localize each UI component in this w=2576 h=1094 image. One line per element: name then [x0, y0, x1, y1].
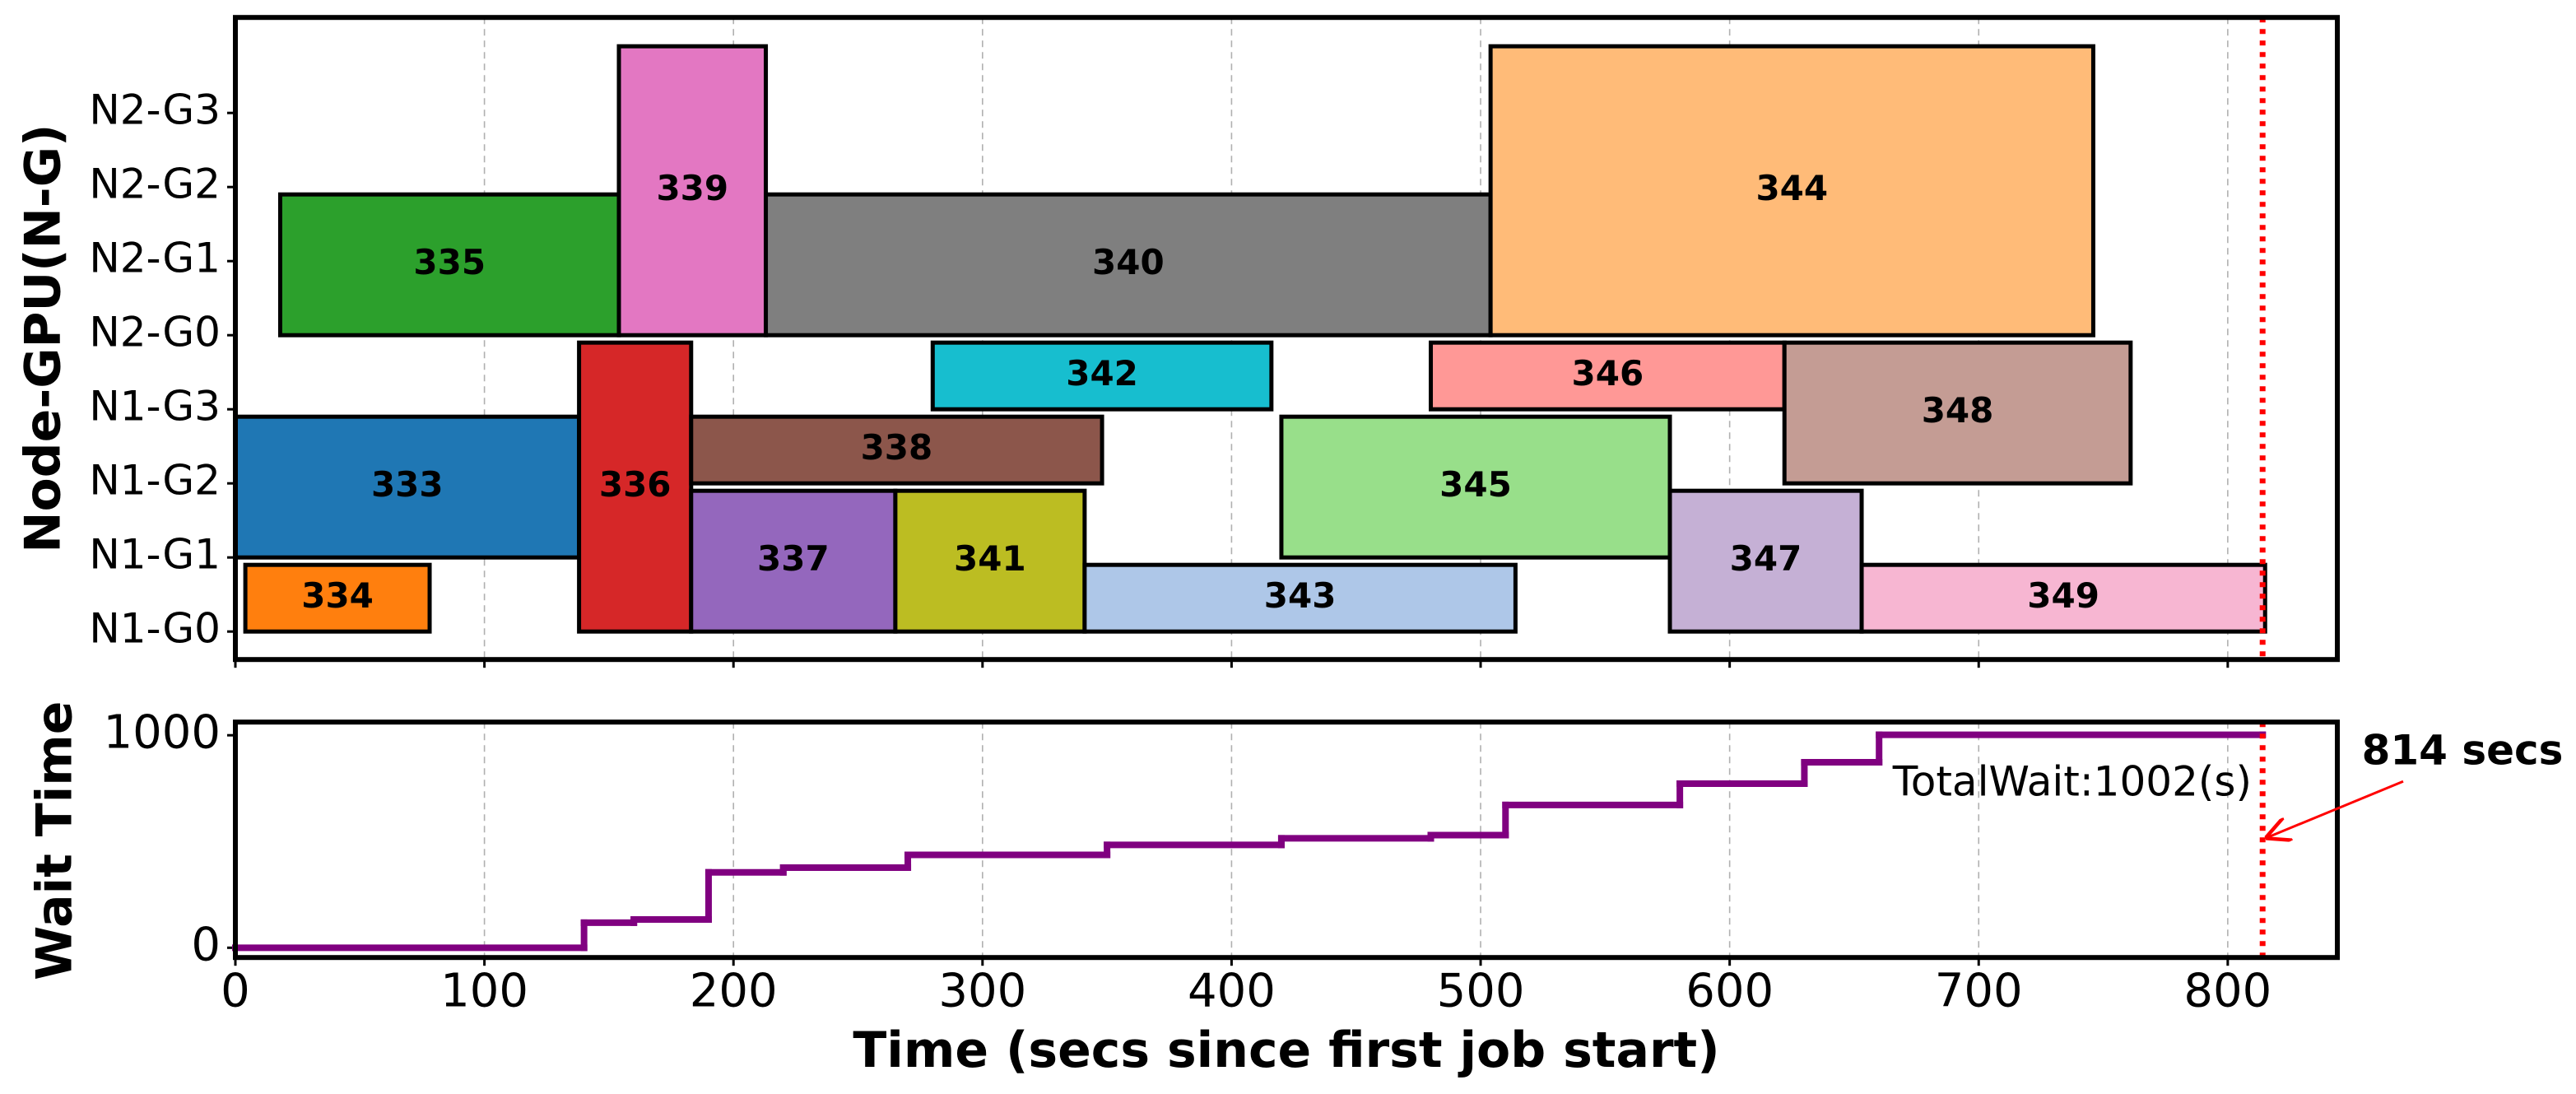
- job-bar: [893, 488, 1087, 634]
- job-bar: [616, 44, 769, 338]
- job-bar: [689, 414, 1104, 486]
- job-bar: [243, 562, 432, 634]
- job-bar: [1082, 562, 1518, 634]
- y-tick-label: N2-G3: [89, 86, 221, 134]
- job-label: 333: [371, 464, 444, 505]
- x-tick-label: 600: [1686, 964, 1774, 1017]
- job-label: 335: [413, 242, 486, 282]
- job-bar: [1429, 340, 1787, 412]
- job-label: 334: [301, 575, 374, 616]
- x-tick-label: 400: [1188, 964, 1276, 1017]
- job-label: 346: [1572, 353, 1644, 393]
- plot-frame: [233, 719, 2340, 961]
- job-label: 345: [1439, 464, 1512, 505]
- x-tick-label: 500: [1437, 964, 1525, 1017]
- job-label: 341: [954, 538, 1026, 579]
- job-bar: [577, 340, 694, 634]
- y-tick-label: N1-G3: [89, 383, 221, 431]
- job-label: 344: [1755, 168, 1828, 208]
- y-tick-label: N1-G2: [89, 457, 221, 505]
- job-bar: [764, 192, 1493, 338]
- y-tick-label: N2-G2: [89, 161, 221, 208]
- job-bar: [1279, 414, 1672, 560]
- x-tick-label: 800: [2183, 964, 2271, 1017]
- job-label: 349: [2027, 575, 2099, 616]
- annotation-arrow: [2267, 780, 2404, 837]
- x-axis-label: Time (secs since first job start): [853, 1022, 1719, 1079]
- y-axis-label: Node-GPU(N-G): [15, 124, 72, 553]
- x-tick-label: 100: [440, 964, 528, 1017]
- job-bar: [277, 192, 621, 338]
- job-label: 337: [757, 538, 830, 579]
- job-label: 343: [1264, 575, 1337, 616]
- plot-frame: [233, 15, 2340, 663]
- x-tick-label: 200: [690, 964, 778, 1017]
- job-label: 347: [1730, 538, 1802, 579]
- job-label: 342: [1066, 353, 1138, 393]
- y-tick-label: N2-G1: [89, 235, 221, 282]
- x-tick-label: 700: [1935, 964, 2023, 1017]
- total-wait-annotation: TotalWait:1002(s): [1892, 758, 2252, 806]
- job-bar: [1488, 44, 2095, 338]
- y-tick-label: N1-G0: [89, 605, 221, 653]
- job-label: 338: [861, 427, 933, 468]
- vline-annotation: 814 secs: [2362, 727, 2564, 775]
- y-tick-label: 0: [191, 918, 221, 971]
- y-tick-label: N1-G1: [89, 531, 221, 579]
- y-tick-label: N2-G0: [89, 309, 221, 356]
- job-bar: [1859, 562, 2267, 634]
- y-axis-label: Wait Time: [26, 701, 84, 980]
- job-bar: [930, 340, 1274, 412]
- job-label: 340: [1092, 242, 1165, 282]
- x-tick-label: 0: [221, 964, 250, 1017]
- job-label: 348: [1922, 390, 1994, 431]
- job-bar: [689, 488, 898, 634]
- x-tick-label: 300: [938, 964, 1026, 1017]
- job-label: 339: [656, 168, 728, 208]
- y-tick-label: 1000: [103, 705, 221, 759]
- job-bar: [1667, 488, 1864, 634]
- job-label: 336: [599, 464, 672, 505]
- job-bar: [1782, 340, 2133, 486]
